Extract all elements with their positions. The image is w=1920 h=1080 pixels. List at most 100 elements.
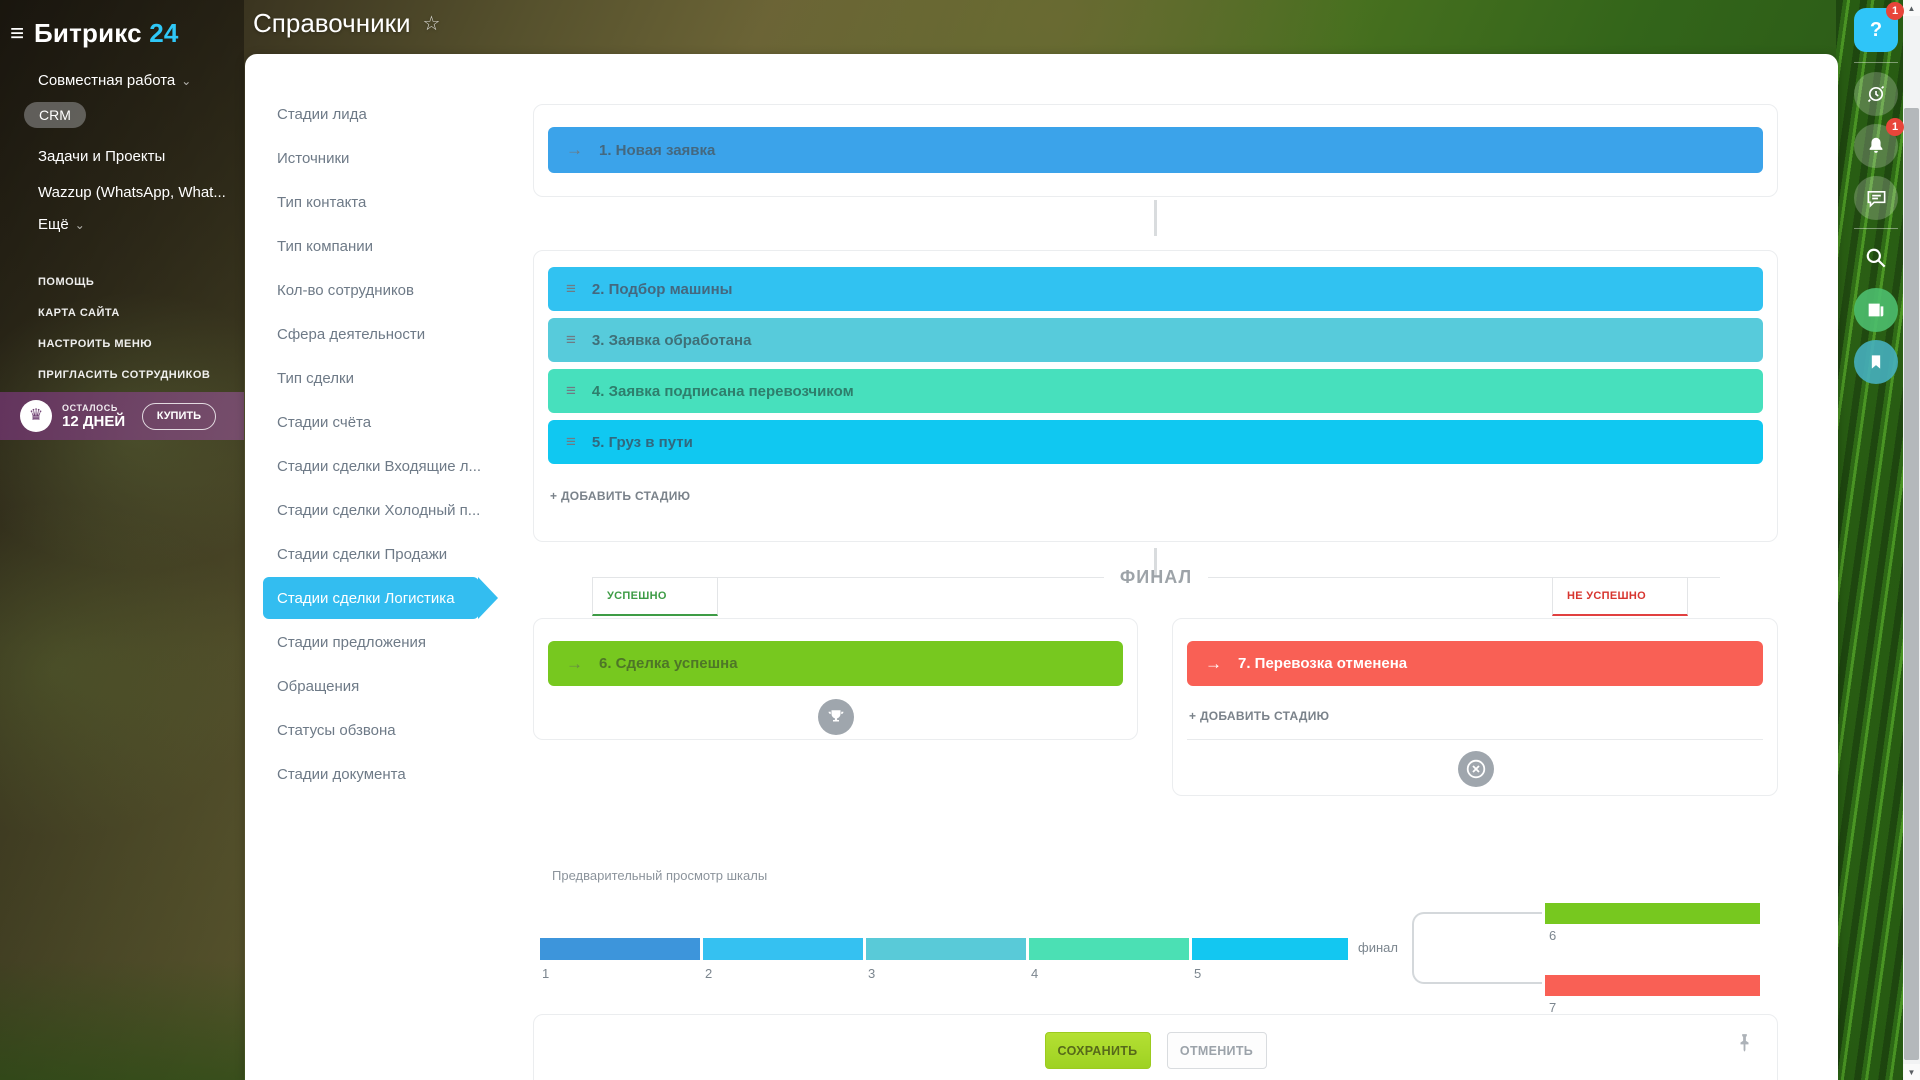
scroll-down-arrow[interactable]: ▼ bbox=[1903, 1064, 1920, 1080]
ref-item-deal-stages-incoming[interactable]: Стадии сделки Входящие л... bbox=[277, 457, 482, 475]
arrow-right-icon: → bbox=[566, 653, 583, 673]
license-remaining-value: 12 ДНЕЙ bbox=[62, 412, 126, 430]
stage-bar-3[interactable]: ≡ 3. Заявка обработана bbox=[548, 318, 1763, 362]
bookmark-icon[interactable] bbox=[1854, 340, 1898, 384]
success-stage-card: → 6. Сделка успешна bbox=[533, 618, 1138, 740]
save-button[interactable]: СОХРАНИТЬ bbox=[1044, 1032, 1151, 1069]
divider bbox=[1187, 739, 1763, 740]
sidebar-item-more[interactable]: Ещё ⌄ bbox=[38, 216, 85, 233]
favorite-star-icon[interactable]: ☆ bbox=[422, 13, 441, 35]
cancel-circle-icon bbox=[1458, 751, 1494, 787]
scale-number-4: 4 bbox=[1031, 966, 1039, 981]
drag-handle-icon[interactable]: ≡ bbox=[566, 432, 576, 451]
tab-not-success[interactable]: НЕ УСПЕШНО bbox=[1552, 577, 1688, 616]
trophy-icon bbox=[818, 699, 854, 735]
ref-item-deal-type[interactable]: Тип сделки bbox=[277, 369, 354, 387]
ref-item-invoice-stages[interactable]: Стадии счёта bbox=[277, 413, 372, 431]
stage-label: 5. Груз в пути bbox=[591, 433, 693, 451]
rail-divider bbox=[1854, 228, 1898, 229]
scale-number-7: 7 bbox=[1549, 1000, 1557, 1015]
ref-item-sources[interactable]: Источники bbox=[277, 149, 350, 167]
cancel-button[interactable]: ОТМЕНИТЬ bbox=[1166, 1032, 1267, 1069]
stage-bar-7-fail[interactable]: → 7. Перевозка отменена bbox=[1187, 641, 1763, 686]
drag-handle-icon[interactable]: ≡ bbox=[566, 279, 576, 298]
stage-bar-5[interactable]: ≡ 5. Груз в пути bbox=[548, 420, 1763, 464]
drag-handle-icon[interactable]: ≡ bbox=[566, 381, 576, 400]
divider bbox=[1208, 576, 1720, 578]
final-section-label: ФИНАЛ bbox=[1119, 566, 1193, 587]
hamburger-menu-icon[interactable]: ≡ bbox=[10, 19, 25, 47]
rail-divider bbox=[1854, 62, 1898, 63]
drag-handle-icon[interactable]: ≡ bbox=[566, 330, 576, 349]
stage-label: 4. Заявка подписана перевозчиком bbox=[591, 382, 854, 400]
ref-item-contact-type[interactable]: Тип контакта bbox=[277, 193, 367, 211]
scroll-up-arrow[interactable]: ▲ bbox=[1903, 0, 1920, 16]
scale-segment-3 bbox=[866, 938, 1026, 960]
scale-final-label: финал bbox=[1358, 940, 1398, 955]
notifications-bell-icon[interactable] bbox=[1854, 124, 1898, 168]
add-stage-button[interactable]: + ДОБАВИТЬ СТАДИЮ bbox=[550, 489, 691, 503]
scrollbar-thumb[interactable] bbox=[1904, 108, 1919, 1060]
stage-bar-2[interactable]: ≡ 2. Подбор машины bbox=[548, 267, 1763, 311]
ref-item-inquiries[interactable]: Обращения bbox=[277, 677, 360, 695]
sidebar-link-configure-menu[interactable]: НАСТРОИТЬ МЕНЮ bbox=[38, 338, 153, 350]
stage-connector bbox=[1154, 548, 1157, 576]
ref-item-deal-stages-sales[interactable]: Стадии сделки Продажи bbox=[277, 545, 448, 563]
ref-item-employees-count[interactable]: Кол-во сотрудников bbox=[277, 281, 414, 299]
final-section-header: ФИНАЛ bbox=[592, 566, 1720, 588]
ref-item-lead-stages[interactable]: Стадии лида bbox=[277, 105, 367, 123]
fail-stage-card: → 7. Перевозка отменена + ДОБАВИТЬ СТАДИ… bbox=[1172, 618, 1778, 796]
background-grass-bottom bbox=[0, 960, 250, 1080]
ref-item-quote-stages[interactable]: Стадии предложения bbox=[277, 633, 427, 651]
stage-bar-4[interactable]: ≡ 4. Заявка подписана перевозчиком bbox=[548, 369, 1763, 413]
ref-item-deal-stages-cold[interactable]: Стадии сделки Холодный п... bbox=[277, 501, 481, 519]
ref-item-deal-stages-logistics-selected[interactable]: Стадии сделки Логистика bbox=[263, 576, 517, 620]
chevron-down-icon: ⌄ bbox=[74, 218, 85, 232]
scale-number-3: 3 bbox=[868, 966, 876, 981]
ref-item-company-type[interactable]: Тип компании bbox=[277, 237, 374, 255]
pin-icon[interactable] bbox=[1738, 1033, 1751, 1057]
help-badge: 1 bbox=[1886, 2, 1904, 20]
sidebar-item-wazzup[interactable]: Wazzup (WhatsApp, What... bbox=[38, 184, 226, 201]
scale-preview-title: Предварительный просмотр шкалы bbox=[552, 868, 768, 883]
sidebar-item-crm[interactable]: CRM bbox=[24, 102, 86, 128]
add-stage-button[interactable]: + ДОБАВИТЬ СТАДИЮ bbox=[1189, 709, 1330, 723]
sidebar-link-help[interactable]: ПОМОЩЬ bbox=[38, 276, 95, 288]
sidebar-link-sitemap[interactable]: КАРТА САЙТА bbox=[38, 307, 120, 319]
scale-number-2: 2 bbox=[705, 966, 713, 981]
workspace-switcher[interactable]: Совместная работа ⌄ bbox=[38, 72, 192, 89]
scale-segment-5 bbox=[1192, 938, 1348, 960]
scale-segment-7-fail bbox=[1545, 975, 1760, 996]
news-feed-icon[interactable] bbox=[1854, 288, 1898, 332]
scale-segment-6-success bbox=[1545, 903, 1760, 924]
ref-item-call-statuses[interactable]: Статусы обзвона bbox=[277, 721, 396, 739]
stage-label: 3. Заявка обработана bbox=[591, 331, 752, 349]
ref-item-industry[interactable]: Сфера деятельности bbox=[277, 325, 426, 343]
brand-suffix: 24 bbox=[149, 18, 179, 48]
tab-success[interactable]: УСПЕШНО bbox=[592, 577, 718, 616]
license-banner[interactable]: ♛ ОСТАЛОСЬ 12 ДНЕЙ КУПИТЬ bbox=[0, 392, 244, 440]
scale-number-6: 6 bbox=[1549, 928, 1557, 943]
initial-stage-card: → 1. Новая заявка bbox=[533, 104, 1778, 197]
scale-segment-2 bbox=[703, 938, 863, 960]
vertical-scrollbar[interactable]: ▲ ▼ bbox=[1903, 0, 1920, 1080]
stage-label: 2. Подбор машины bbox=[591, 280, 733, 298]
sidebar-link-invite-employees[interactable]: ПРИГЛАСИТЬ СОТРУДНИКОВ bbox=[38, 369, 211, 381]
stage-bar-1[interactable]: → 1. Новая заявка bbox=[548, 127, 1763, 173]
search-icon[interactable] bbox=[1854, 236, 1898, 280]
arrow-right-icon: → bbox=[566, 140, 583, 159]
stage-connector bbox=[1154, 200, 1157, 236]
messenger-icon[interactable] bbox=[1854, 176, 1898, 220]
sidebar-item-tasks[interactable]: Задачи и Проекты bbox=[38, 148, 166, 165]
reference-menu: Стадии лида Источники Тип контакта Тип к… bbox=[263, 92, 517, 796]
buy-button[interactable]: КУПИТЬ bbox=[141, 402, 216, 430]
stage-label: 6. Сделка успешна bbox=[599, 655, 738, 672]
scale-segment-4 bbox=[1029, 938, 1189, 960]
scale-number-5: 5 bbox=[1194, 966, 1202, 981]
page-title: Справочники ☆ bbox=[253, 8, 441, 38]
ref-item-document-stages[interactable]: Стадии документа bbox=[277, 765, 406, 783]
stage-bar-6-success[interactable]: → 6. Сделка успешна bbox=[548, 641, 1123, 686]
brand-name[interactable]: Битрикс 24 bbox=[34, 18, 179, 48]
worktime-icon[interactable] bbox=[1854, 72, 1898, 116]
